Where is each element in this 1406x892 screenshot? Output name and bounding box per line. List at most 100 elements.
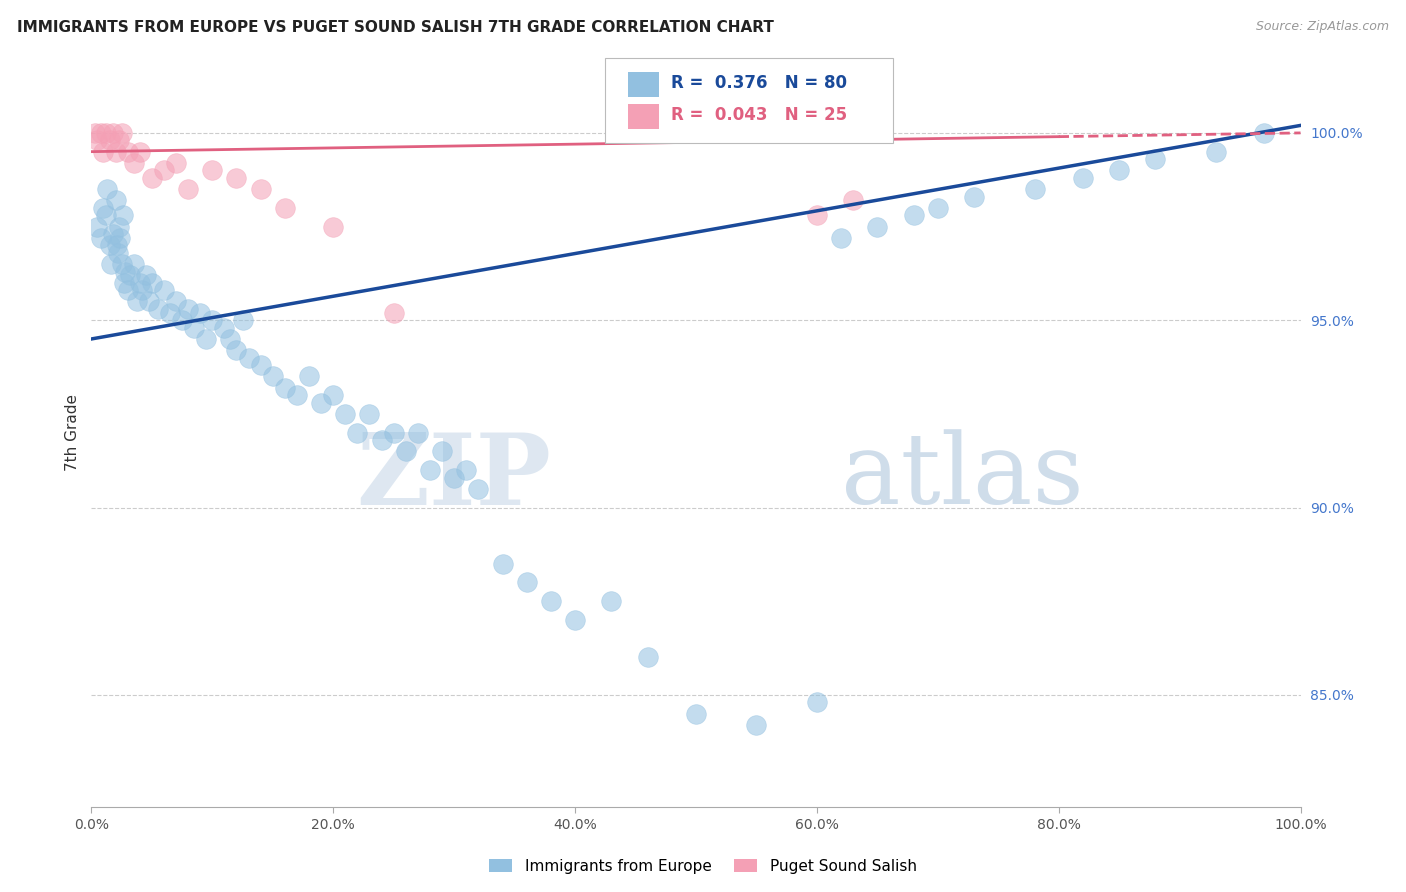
Point — [322, 219, 344, 234]
Point — [86, 133, 108, 147]
Point — [298, 369, 321, 384]
Point — [225, 343, 247, 358]
Point — [322, 388, 344, 402]
Point — [309, 395, 332, 409]
Point — [274, 381, 297, 395]
Point — [94, 126, 117, 140]
Point — [165, 156, 187, 170]
Point — [146, 301, 169, 316]
Point — [1253, 126, 1275, 140]
Point — [238, 351, 260, 365]
Point — [110, 231, 132, 245]
Point — [128, 145, 150, 159]
Point — [131, 283, 153, 297]
Point — [195, 332, 218, 346]
Point — [806, 695, 828, 709]
Point — [120, 268, 142, 283]
Point — [122, 156, 145, 170]
Point — [1205, 145, 1227, 159]
Point — [842, 194, 865, 208]
Point — [111, 208, 134, 222]
Point — [104, 145, 127, 159]
Point — [370, 433, 392, 447]
Point — [138, 294, 160, 309]
Point — [153, 163, 176, 178]
Text: R =  0.043   N = 25: R = 0.043 N = 25 — [671, 106, 846, 124]
Point — [685, 706, 707, 721]
Point — [101, 227, 124, 241]
Point — [177, 301, 200, 316]
Point — [127, 294, 149, 309]
Point — [201, 313, 224, 327]
Point — [225, 170, 247, 185]
Point — [90, 126, 112, 140]
Point — [1108, 163, 1130, 178]
Point — [1071, 170, 1094, 185]
Point — [274, 201, 297, 215]
Point — [262, 369, 284, 384]
Point — [866, 219, 889, 234]
Point — [111, 257, 132, 271]
Point — [100, 257, 122, 271]
Text: atlas: atlas — [841, 430, 1084, 525]
Point — [93, 145, 115, 159]
Point — [456, 463, 478, 477]
Point — [96, 182, 118, 196]
Point — [177, 182, 200, 196]
Point — [830, 231, 852, 245]
Point — [107, 245, 129, 260]
Legend: Immigrants from Europe, Puget Sound Salish: Immigrants from Europe, Puget Sound Sali… — [484, 853, 922, 880]
Point — [98, 133, 121, 147]
Point — [927, 201, 949, 215]
Point — [117, 283, 139, 297]
Y-axis label: 7th Grade: 7th Grade — [65, 394, 80, 471]
Point — [285, 388, 308, 402]
Point — [382, 306, 405, 320]
Text: R =  0.376   N = 80: R = 0.376 N = 80 — [671, 74, 846, 92]
Point — [406, 425, 429, 440]
Point — [201, 163, 224, 178]
Point — [112, 276, 135, 290]
Point — [188, 306, 211, 320]
Point — [637, 650, 659, 665]
Point — [104, 194, 127, 208]
Point — [382, 425, 405, 440]
Point — [101, 126, 124, 140]
Text: IMMIGRANTS FROM EUROPE VS PUGET SOUND SALISH 7TH GRADE CORRELATION CHART: IMMIGRANTS FROM EUROPE VS PUGET SOUND SA… — [17, 20, 773, 35]
Point — [249, 358, 271, 372]
Point — [516, 575, 538, 590]
Point — [122, 257, 145, 271]
Point — [84, 126, 107, 140]
Point — [153, 283, 176, 297]
Point — [359, 407, 381, 421]
Point — [172, 313, 194, 327]
Point — [214, 320, 236, 334]
Point — [183, 320, 205, 334]
Point — [1024, 182, 1046, 196]
Point — [419, 463, 441, 477]
Point — [443, 470, 465, 484]
Point — [105, 238, 128, 252]
Point — [108, 219, 131, 234]
Point — [135, 268, 157, 283]
Point — [86, 219, 108, 234]
Point — [430, 444, 453, 458]
Point — [806, 208, 828, 222]
Point — [745, 718, 768, 732]
Text: Source: ZipAtlas.com: Source: ZipAtlas.com — [1256, 20, 1389, 33]
Point — [346, 425, 368, 440]
Point — [231, 313, 253, 327]
Text: ZIP: ZIP — [356, 429, 551, 526]
Point — [90, 231, 112, 245]
Point — [111, 126, 132, 140]
Point — [108, 133, 131, 147]
Point — [141, 170, 163, 185]
Point — [128, 276, 150, 290]
Point — [1144, 152, 1167, 166]
Point — [467, 482, 489, 496]
Point — [219, 332, 242, 346]
Point — [540, 594, 562, 608]
Point — [564, 613, 586, 627]
Point — [98, 238, 121, 252]
Point — [395, 444, 418, 458]
